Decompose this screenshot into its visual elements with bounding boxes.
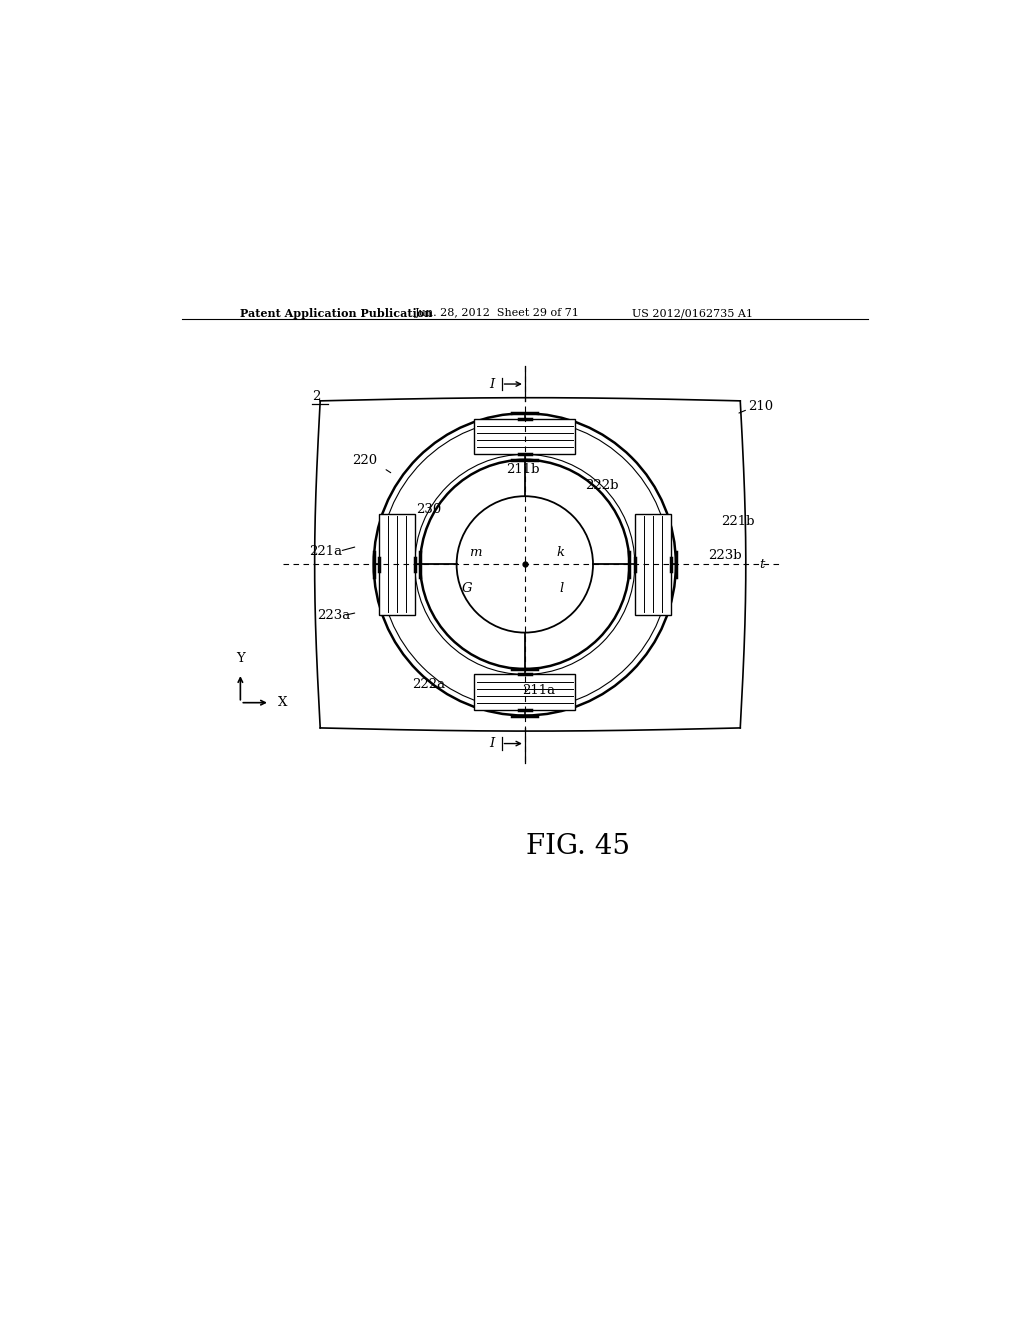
Bar xyxy=(379,513,415,615)
Text: l: l xyxy=(560,582,564,595)
Text: 2: 2 xyxy=(312,391,321,404)
Text: 221a: 221a xyxy=(309,545,342,557)
Text: t: t xyxy=(760,558,765,570)
Text: FIG. 45: FIG. 45 xyxy=(525,833,630,861)
Bar xyxy=(474,675,575,710)
Text: Jun. 28, 2012  Sheet 29 of 71: Jun. 28, 2012 Sheet 29 of 71 xyxy=(415,308,580,318)
Text: 210: 210 xyxy=(748,400,773,413)
Text: US 2012/0162735 A1: US 2012/0162735 A1 xyxy=(632,308,753,318)
Text: k: k xyxy=(556,546,564,558)
Text: Y: Y xyxy=(236,652,245,665)
Text: 220: 220 xyxy=(352,454,377,467)
Text: 230: 230 xyxy=(416,503,441,516)
Text: I: I xyxy=(489,737,495,750)
Text: 223a: 223a xyxy=(316,609,350,622)
Text: 221b: 221b xyxy=(721,515,755,528)
Text: m: m xyxy=(469,546,481,558)
Text: 222a: 222a xyxy=(412,678,445,692)
Bar xyxy=(474,418,575,454)
Text: I: I xyxy=(489,378,495,391)
Text: 223b: 223b xyxy=(708,549,741,562)
Text: Patent Application Publication: Patent Application Publication xyxy=(241,308,433,318)
Text: X: X xyxy=(278,696,287,709)
Bar xyxy=(635,513,671,615)
Text: 222b: 222b xyxy=(586,479,618,491)
Text: G: G xyxy=(462,582,473,595)
Text: 211b: 211b xyxy=(507,463,540,477)
Text: 211a: 211a xyxy=(522,684,555,697)
